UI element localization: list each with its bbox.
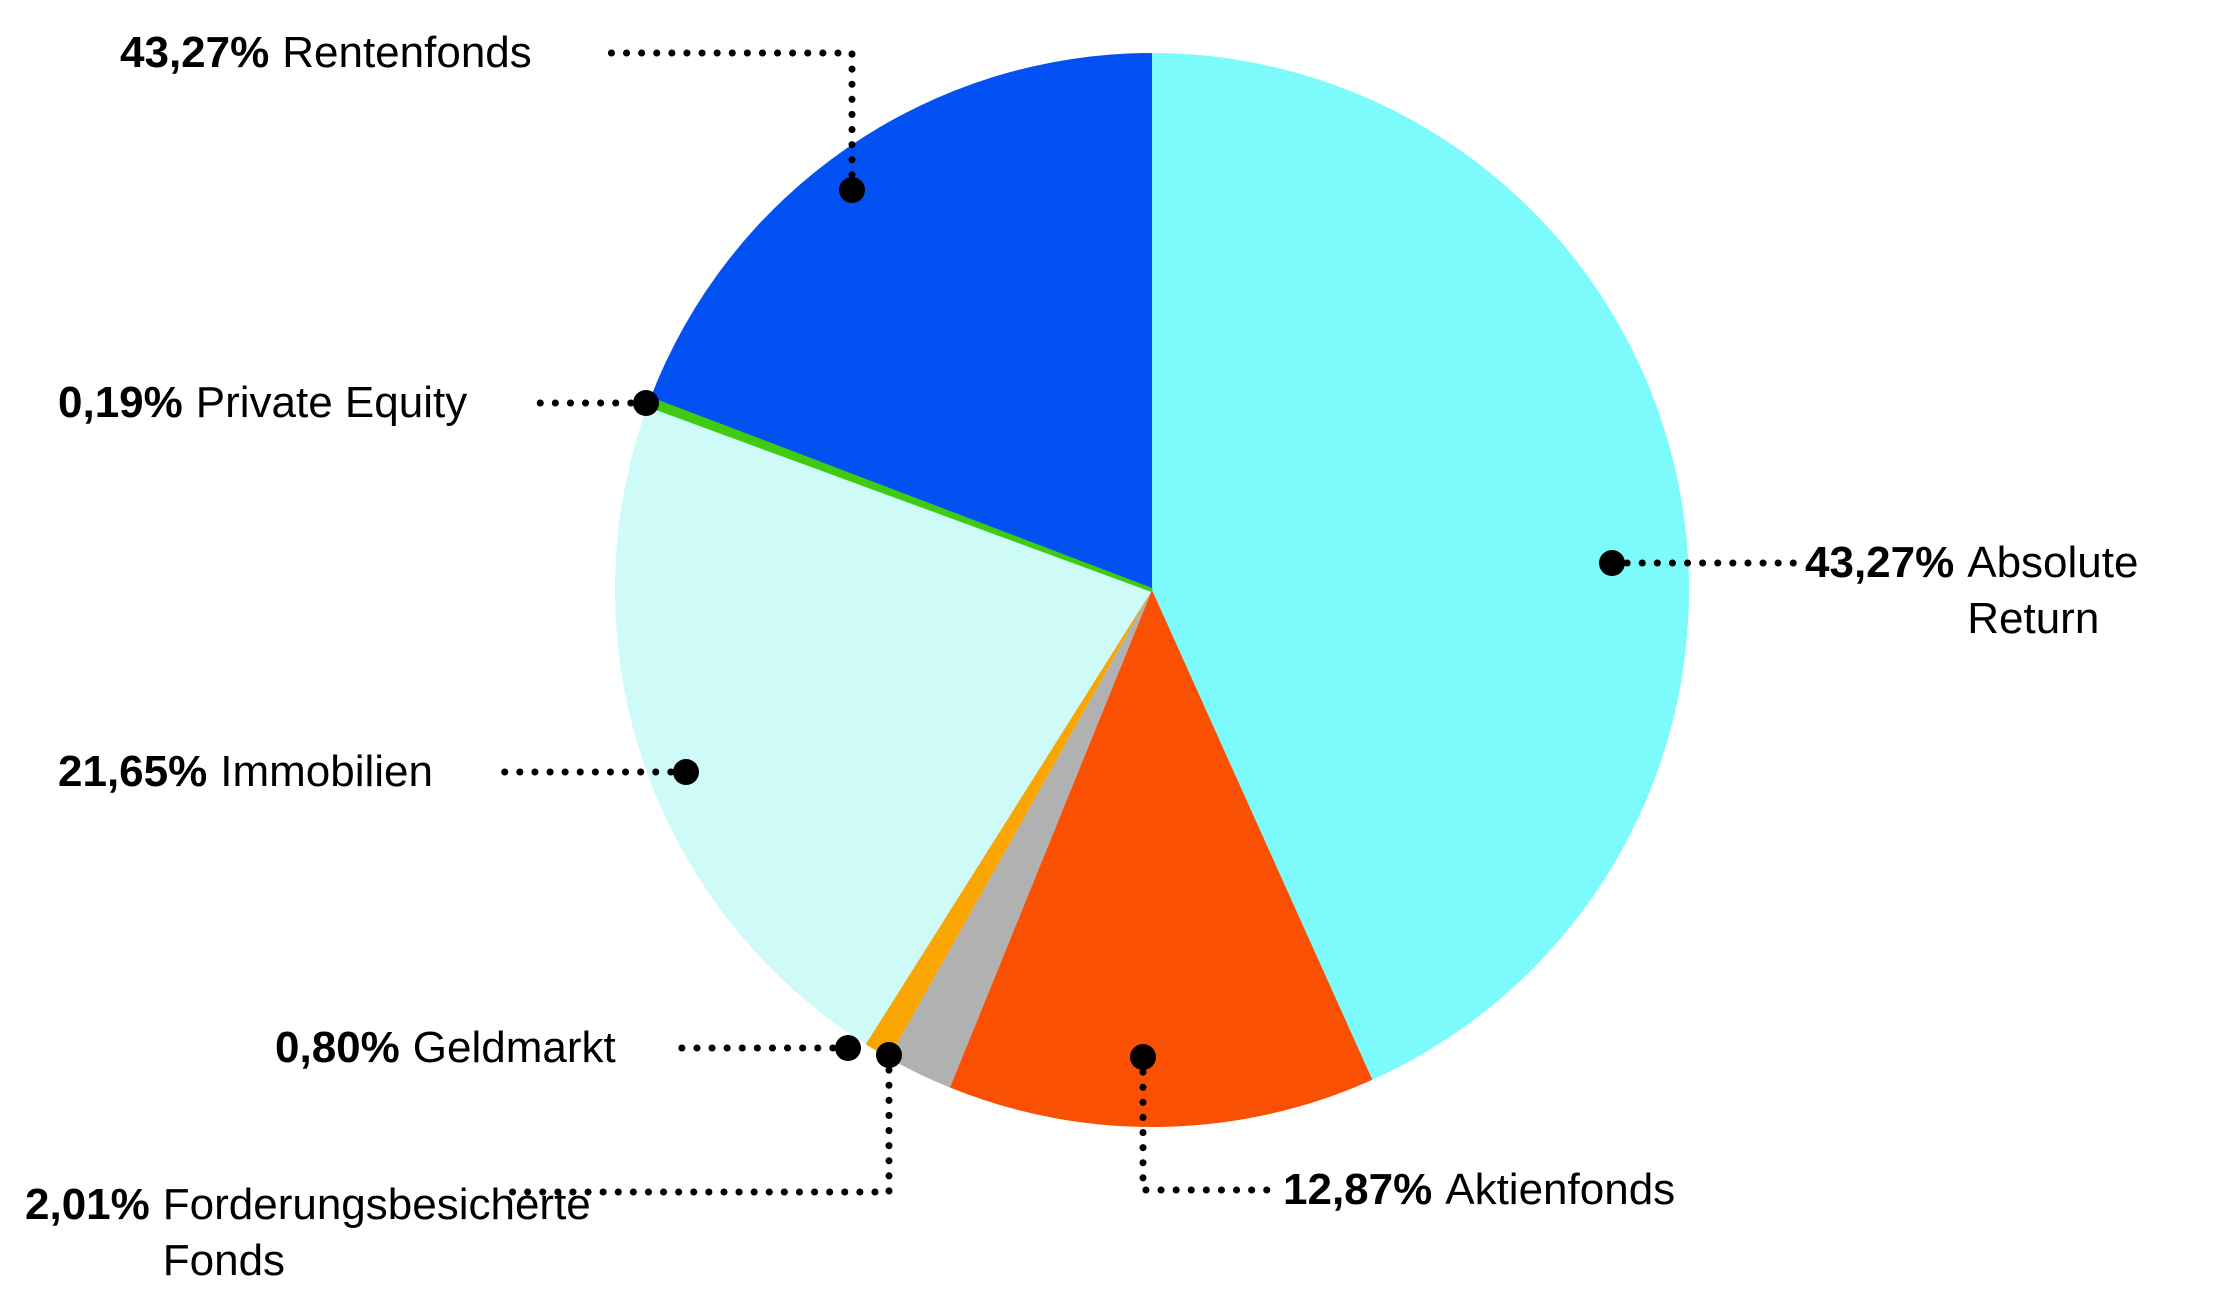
slice-name: Forderungsbesicherte Fonds — [162, 1180, 591, 1285]
leader-dot-geldmarkt — [835, 1035, 861, 1061]
slice-percent: 0,19% — [58, 378, 183, 427]
slice-name: Private Equity — [195, 378, 468, 427]
leader-dot-absolute-return — [1599, 550, 1625, 576]
slice-percent: 2,01% — [25, 1180, 150, 1229]
leader-dot-aktienfonds — [1130, 1044, 1156, 1070]
leader-line-rentenfonds — [606, 49, 856, 194]
slice-geldmarkt — [865, 590, 1152, 1059]
slice-percent: 43,27% — [1805, 538, 1955, 587]
slice-label-absolute-return: 43,27% Absolute Return — [1805, 535, 2157, 647]
slice-name: Geldmarkt — [412, 1023, 616, 1072]
slice-label-forderungsbesicherte-fonds: 2,01% Forderungsbesicherte Fonds — [25, 1177, 593, 1289]
slice-percent: 43,27% — [120, 28, 270, 77]
leader-dot-immobilien — [673, 759, 699, 785]
leader-dot-forderungsbesicherte-fonds — [876, 1042, 902, 1068]
slice-name: Aktienfonds — [1445, 1165, 1676, 1214]
slice-name: Absolute Return — [1967, 538, 2139, 643]
slice-immobilien — [615, 404, 1152, 1045]
slice-forderungsbesicherte-fonds — [888, 590, 1152, 1088]
slice-percent: 21,65% — [58, 747, 208, 796]
slice-name: Rentenfonds — [282, 28, 532, 77]
slice-label-aktienfonds: 12,87% Aktienfonds — [1283, 1162, 1675, 1218]
leader-line-forderungsbesicherte-fonds — [501, 1051, 893, 1196]
slice-absolute-return — [1152, 53, 1690, 1080]
slice-label-rentenfonds: 43,27% Rentenfonds — [120, 25, 532, 81]
slice-rentenfonds — [650, 53, 1152, 590]
slice-label-geldmarkt: 0,80% Geldmarkt — [275, 1020, 616, 1076]
slice-percent: 0,80% — [275, 1023, 400, 1072]
leader-dot-private-equity — [633, 390, 659, 416]
slice-label-immobilien: 21,65% Immobilien — [58, 744, 433, 800]
slice-aktienfonds — [949, 590, 1373, 1127]
slice-percent: 12,87% — [1283, 1165, 1433, 1214]
slice-label-private-equity: 0,19% Private Equity — [58, 375, 467, 431]
pie-slices — [615, 53, 1690, 1127]
leader-lines — [488, 49, 1804, 1196]
leader-line-aktienfonds — [1139, 1053, 1276, 1194]
slice-name: Immobilien — [220, 747, 433, 796]
leader-dot-rentenfonds — [839, 177, 865, 203]
